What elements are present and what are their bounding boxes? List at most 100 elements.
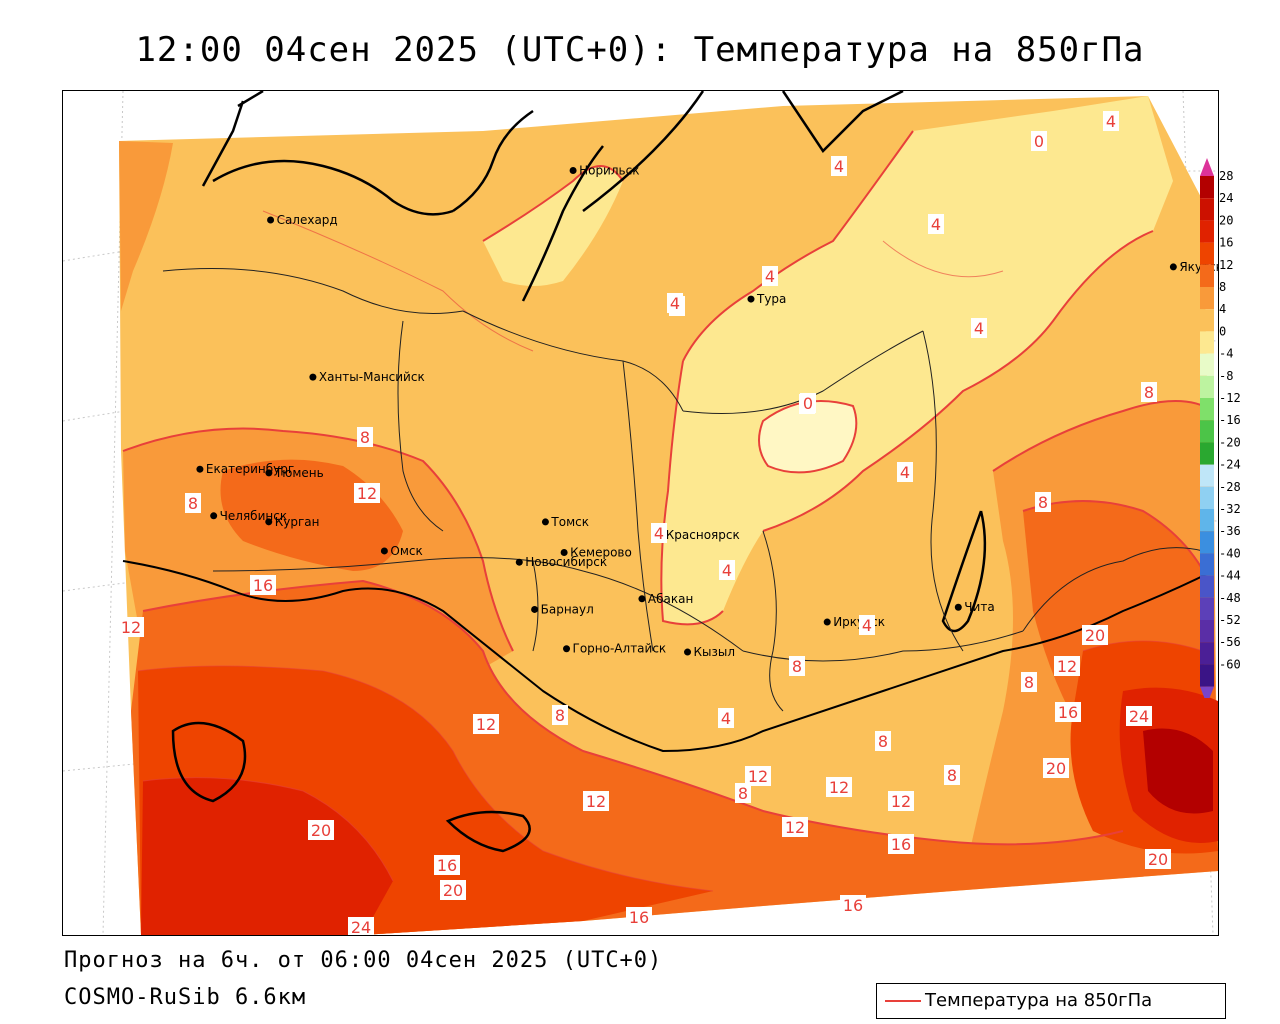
isotherm-label: 4: [722, 561, 732, 580]
colorbar-swatch: [1200, 287, 1214, 310]
colorbar-tick-label: 28: [1219, 169, 1233, 183]
isotherm-label-bg: [875, 731, 891, 751]
isotherm-label: 12: [1057, 657, 1077, 676]
isotherm-label: 12: [891, 792, 911, 811]
colorbar-tick-label: -56: [1219, 635, 1241, 649]
city-label: Тура: [756, 292, 786, 306]
city-dot: [569, 166, 577, 174]
isotherm-label: 4: [654, 524, 664, 543]
isotherm-label: 16: [437, 856, 457, 875]
colorbar-swatch: [1200, 220, 1214, 243]
isotherm-label: 12: [476, 715, 496, 734]
colorbar-swatch: [1200, 198, 1214, 221]
colorbar: 28 24 20 16 12 8 4 0 -4 -8 -12 -16 -20 -24 -28 -32 -36 -4…: [1200, 158, 1260, 705]
colorbar-tick-label: -44: [1219, 569, 1241, 583]
colorbar-tick-label: -36: [1219, 524, 1241, 538]
city-label: Салехард: [277, 213, 338, 227]
isotherm-label: 4: [862, 616, 872, 635]
isotherm-label-bg: [651, 523, 667, 543]
city-label: Барнаул: [541, 602, 594, 616]
model-name: COSMO-RuSib 6.6км: [64, 985, 307, 1010]
city-dot: [309, 373, 317, 381]
city-dot: [196, 465, 204, 473]
colorbar-bottom-arrow: [1200, 686, 1214, 705]
colorbar-tick-label: -32: [1219, 502, 1241, 516]
isotherm-label: 16: [843, 896, 863, 915]
isotherm-label: 4: [834, 157, 844, 176]
zone-coldest: [759, 401, 857, 473]
map-panel[interactable]: НорильскЯкутскСалехардТураХанты-Мансийск…: [62, 90, 1219, 936]
city-label: Томск: [550, 515, 589, 529]
isotherm-label-bg: [354, 483, 380, 503]
isotherm-label: 8: [792, 657, 802, 676]
isotherm-label-bg: [1141, 382, 1157, 402]
colorbar-swatch: [1200, 509, 1214, 532]
colorbar-swatch: [1200, 442, 1214, 465]
legend-label: Температура на 850гПа: [925, 990, 1153, 1011]
isotherm-label-bg: [1035, 492, 1051, 512]
isotherm-label: 4: [900, 463, 910, 482]
isotherm-label-bg: [1103, 111, 1119, 131]
isotherm-label-bg: [1145, 849, 1171, 869]
isotherm-label: 8: [878, 732, 888, 751]
colorbar-tick-label: -8: [1219, 369, 1233, 383]
colorbar-tick-label: -24: [1219, 458, 1241, 472]
isotherm-label-bg: [308, 820, 334, 840]
colorbar-tick-label: -48: [1219, 591, 1241, 605]
city-label: Кызыл: [694, 645, 736, 659]
city-dot: [563, 645, 571, 653]
colorbar-swatch: [1200, 331, 1214, 354]
isotherm-label: 4: [931, 215, 941, 234]
city-label: Омск: [390, 544, 422, 558]
colorbar-tick-label: -16: [1219, 413, 1241, 427]
coastlines: [171, 91, 987, 853]
colorbar-tick-label: 24: [1219, 191, 1233, 205]
city-label: Норильск: [579, 163, 639, 177]
colorbar-tick-label: -4: [1219, 347, 1233, 361]
city-label: Абакан: [648, 592, 693, 606]
isotherm-label-bg: [1021, 672, 1037, 692]
isotherm-label-bg: [888, 791, 914, 811]
city-dot: [560, 549, 568, 557]
isotherm-label-bg: [928, 214, 944, 234]
isotherm-label-bg: [552, 705, 568, 725]
colorbar-top-arrow: [1200, 158, 1214, 176]
isotherm-label-bg: [434, 855, 460, 875]
isotherm-label-bg: [800, 393, 816, 413]
city-label: Новосибирск: [525, 555, 607, 569]
isotherm-label-bg: [1082, 625, 1108, 645]
isotherm-label: 4: [765, 267, 775, 286]
colorbar-swatch: [1200, 264, 1214, 287]
isotherm-label-bg: [583, 791, 609, 811]
isotherm-label-bg: [626, 907, 652, 927]
isotherm-label-bg: [440, 880, 466, 900]
colorbar-swatch: [1200, 620, 1214, 643]
city-label: Курган: [275, 515, 320, 529]
isotherm-label-bg: [719, 560, 735, 580]
isotherm-label: 20: [1046, 759, 1066, 778]
city-dot: [265, 518, 273, 526]
isotherm-label: 8: [947, 766, 957, 785]
city-label: Ханты-Мансийск: [319, 370, 425, 384]
isotherm-label-bg: [1054, 656, 1080, 676]
isotherm-label: 12: [748, 767, 768, 786]
isotherm-label: 0: [1034, 132, 1044, 151]
city-dot: [684, 648, 692, 656]
isotherm-label-bg: [1043, 758, 1069, 778]
colorbar-swatch: [1200, 486, 1214, 509]
colorbar-tick-label: -28: [1219, 480, 1241, 494]
isotherm-label-bg: [944, 765, 960, 785]
city-dot: [1169, 263, 1177, 271]
city-label: Кемерово: [570, 546, 632, 560]
colorbar-swatch: [1200, 420, 1214, 443]
isotherm-label: 4: [1106, 112, 1116, 131]
colorbar-tick-label: 20: [1219, 213, 1233, 227]
legend-line-swatch: [885, 1000, 921, 1002]
temperature-map: НорильскЯкутскСалехардТураХанты-Мансийск…: [63, 91, 1218, 935]
isotherm-label: 24: [351, 918, 371, 935]
colorbar-tick-label: -40: [1219, 546, 1241, 560]
isotherm-label: 16: [253, 576, 273, 595]
isotherm-label: 8: [1038, 493, 1048, 512]
colorbar-tick-label: -60: [1219, 657, 1241, 671]
isotherm-label-bg: [1031, 131, 1047, 151]
